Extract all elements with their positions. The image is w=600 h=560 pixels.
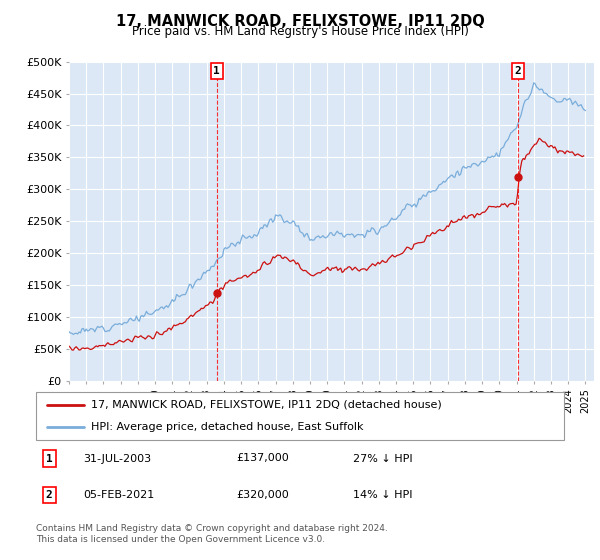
Text: 17, MANWICK ROAD, FELIXSTOWE, IP11 2DQ: 17, MANWICK ROAD, FELIXSTOWE, IP11 2DQ xyxy=(116,14,484,29)
Text: 1: 1 xyxy=(214,66,220,76)
Text: Price paid vs. HM Land Registry's House Price Index (HPI): Price paid vs. HM Land Registry's House … xyxy=(131,25,469,38)
Text: £137,000: £137,000 xyxy=(236,454,289,464)
Text: 27% ↓ HPI: 27% ↓ HPI xyxy=(353,454,412,464)
Text: 17, MANWICK ROAD, FELIXSTOWE, IP11 2DQ (detached house): 17, MANWICK ROAD, FELIXSTOWE, IP11 2DQ (… xyxy=(91,400,442,410)
Text: Contains HM Land Registry data © Crown copyright and database right 2024.: Contains HM Land Registry data © Crown c… xyxy=(36,524,388,533)
Text: 14% ↓ HPI: 14% ↓ HPI xyxy=(353,490,412,500)
Text: This data is licensed under the Open Government Licence v3.0.: This data is licensed under the Open Gov… xyxy=(36,535,325,544)
Text: 2: 2 xyxy=(515,66,521,76)
Text: 05-FEB-2021: 05-FEB-2021 xyxy=(83,490,155,500)
Text: £320,000: £320,000 xyxy=(236,490,289,500)
Text: HPI: Average price, detached house, East Suffolk: HPI: Average price, detached house, East… xyxy=(91,422,364,432)
Text: 2: 2 xyxy=(46,490,53,500)
FancyBboxPatch shape xyxy=(36,392,564,440)
Text: 1: 1 xyxy=(46,454,53,464)
Text: 31-JUL-2003: 31-JUL-2003 xyxy=(83,454,152,464)
